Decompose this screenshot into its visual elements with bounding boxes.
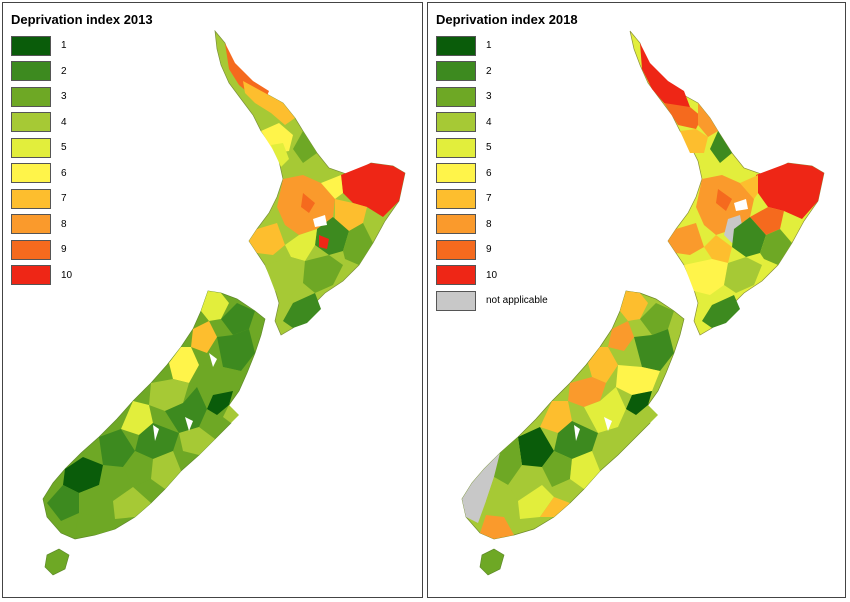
legend-2018: 1 2 3 4 5 6 7 8 9 10 not applicable — [436, 33, 548, 314]
legend-swatch — [436, 265, 476, 286]
legend-label: 9 — [61, 244, 67, 256]
legend-item: 10 — [11, 263, 72, 289]
legend-label: 9 — [486, 244, 492, 256]
legend-item: 5 — [436, 135, 548, 161]
legend-label: 10 — [486, 269, 498, 281]
north-island-2013 — [214, 29, 406, 336]
legend-swatch — [11, 137, 51, 158]
legend-item: not applicable — [436, 288, 548, 314]
legend-label: 4 — [61, 116, 67, 128]
stewart-island-2013 — [44, 548, 70, 576]
legend-swatch — [11, 112, 51, 133]
legend-item: 8 — [11, 212, 72, 238]
south-island-2013 — [42, 290, 266, 540]
legend-swatch — [436, 214, 476, 235]
map-panel-2018: Deprivation index 2018 1 2 3 4 5 6 7 8 9… — [427, 2, 846, 598]
legend-label: 6 — [486, 167, 492, 179]
legend-label: 8 — [486, 218, 492, 230]
legend-swatch — [11, 163, 51, 184]
map-panel-2013: Deprivation index 2013 1 2 3 4 5 6 7 8 9… — [2, 2, 423, 598]
legend-item: 7 — [11, 186, 72, 212]
legend-swatch — [11, 86, 51, 107]
legend-label: 2 — [486, 65, 492, 77]
legend-item: 6 — [436, 161, 548, 187]
map-title-2018: Deprivation index 2018 — [436, 12, 578, 27]
map-title-2013: Deprivation index 2013 — [11, 12, 153, 27]
legend-item: 2 — [436, 59, 548, 85]
legend-label: 7 — [486, 193, 492, 205]
legend-item: 10 — [436, 263, 548, 289]
legend-label: 3 — [486, 91, 492, 103]
legend-label: 6 — [61, 167, 67, 179]
legend-item: 1 — [436, 33, 548, 59]
legend-swatch — [436, 61, 476, 82]
legend-swatch — [436, 290, 476, 311]
legend-item: 1 — [11, 33, 72, 59]
legend-label: 5 — [486, 142, 492, 154]
legend-item: 3 — [11, 84, 72, 110]
legend-label: 7 — [61, 193, 67, 205]
legend-2013: 1 2 3 4 5 6 7 8 9 10 — [11, 33, 72, 288]
legend-swatch — [436, 239, 476, 260]
legend-swatch — [11, 61, 51, 82]
legend-swatch — [11, 239, 51, 260]
legend-item: 9 — [11, 237, 72, 263]
nz-map-2018 — [461, 30, 825, 576]
legend-label: 4 — [486, 116, 492, 128]
legend-item: 6 — [11, 161, 72, 187]
legend-swatch — [11, 214, 51, 235]
legend-swatch — [436, 137, 476, 158]
legend-label: 2 — [61, 65, 67, 77]
legend-label: 8 — [61, 218, 67, 230]
legend-swatch — [436, 86, 476, 107]
legend-label: 10 — [61, 269, 73, 281]
north-island-2018 — [629, 30, 825, 336]
legend-label: 3 — [61, 91, 67, 103]
legend-swatch — [436, 163, 476, 184]
legend-item: 3 — [436, 84, 548, 110]
legend-swatch — [436, 112, 476, 133]
legend-item: 7 — [436, 186, 548, 212]
legend-swatch — [11, 188, 51, 209]
legend-swatch — [436, 35, 476, 56]
legend-label: not applicable — [486, 295, 548, 307]
legend-item: 2 — [11, 59, 72, 85]
legend-label: 1 — [61, 40, 67, 52]
south-island-2018 — [461, 290, 685, 540]
legend-item: 4 — [436, 110, 548, 136]
legend-item: 5 — [11, 135, 72, 161]
nz-map-2013 — [42, 29, 406, 576]
legend-swatch — [11, 35, 51, 56]
legend-item: 4 — [11, 110, 72, 136]
legend-label: 1 — [486, 40, 492, 52]
legend-item: 9 — [436, 237, 548, 263]
legend-item: 8 — [436, 212, 548, 238]
stewart-island-2018 — [479, 548, 505, 576]
legend-swatch — [11, 265, 51, 286]
legend-swatch — [436, 188, 476, 209]
legend-label: 5 — [61, 142, 67, 154]
